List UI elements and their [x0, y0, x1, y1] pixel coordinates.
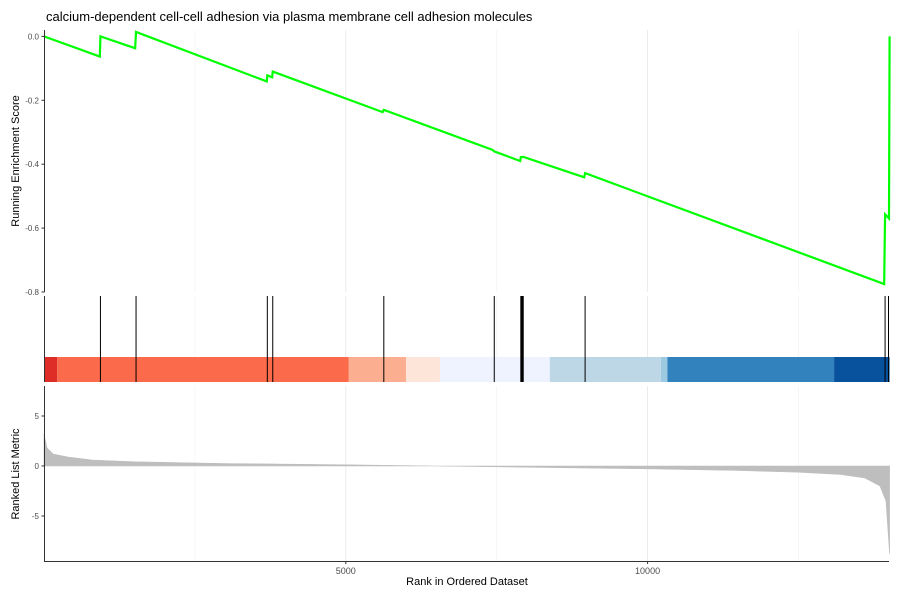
ranked-list-y-ticks: 5 0 -5: [32, 412, 45, 521]
running-score-panel: 0.0 -0.2 -0.4 -0.6 -0.8 Running Enrichment S…: [10, 30, 891, 297]
running-score-y-axis-title: Running Enrichment Score: [10, 95, 22, 226]
ranked-list-y-tick-label: -5: [32, 512, 40, 521]
gene-hit-marks: [99, 296, 889, 382]
ranked-list-y-tick-label: 5: [35, 412, 40, 421]
rank-color-band: [834, 357, 890, 382]
ranked-list-y-axis-title: Ranked List Metric: [10, 428, 22, 520]
running-score-grid: [194, 30, 799, 292]
running-score-y-tick-label: -0.4: [25, 160, 39, 169]
x-ticks: 5000 10000: [336, 561, 660, 576]
ranked-list-grid: [194, 386, 799, 561]
chart-title: calcium-dependent cell-cell adhesion via…: [46, 9, 533, 24]
running-score-y-tick-label: -0.2: [25, 96, 39, 105]
x-axis-title: Rank in Ordered Dataset: [406, 576, 528, 588]
rank-color-band: [57, 357, 349, 382]
rank-color-band: [348, 357, 407, 382]
running-score-y-tick-label: 0.0: [28, 32, 40, 41]
x-tick-label: 10000: [635, 566, 660, 576]
running-enrichment-score-line: [43, 30, 891, 286]
ranked-list-y-tick-label: 0: [35, 462, 40, 471]
running-score-y-ticks: 0.0 -0.2 -0.4 -0.6 -0.8: [25, 32, 45, 297]
rank-color-band: [406, 357, 440, 382]
rank-color-band: [44, 357, 58, 382]
ranked-list-metric-area: [43, 433, 890, 555]
hits-panel: [44, 296, 890, 382]
running-score-y-tick-label: -0.6: [25, 224, 39, 233]
ranked-list-panel: 5 0 -5 5000 10000 Ranked List Metric Rank i…: [10, 386, 890, 588]
running-score-y-tick-label: -0.8: [25, 288, 39, 297]
x-tick-label: 5000: [336, 566, 356, 576]
rank-color-band: [660, 357, 668, 382]
rank-color-bands: [44, 357, 890, 382]
rank-color-band: [667, 357, 835, 382]
rank-color-band: [439, 357, 550, 382]
rank-color-band: [549, 357, 661, 382]
